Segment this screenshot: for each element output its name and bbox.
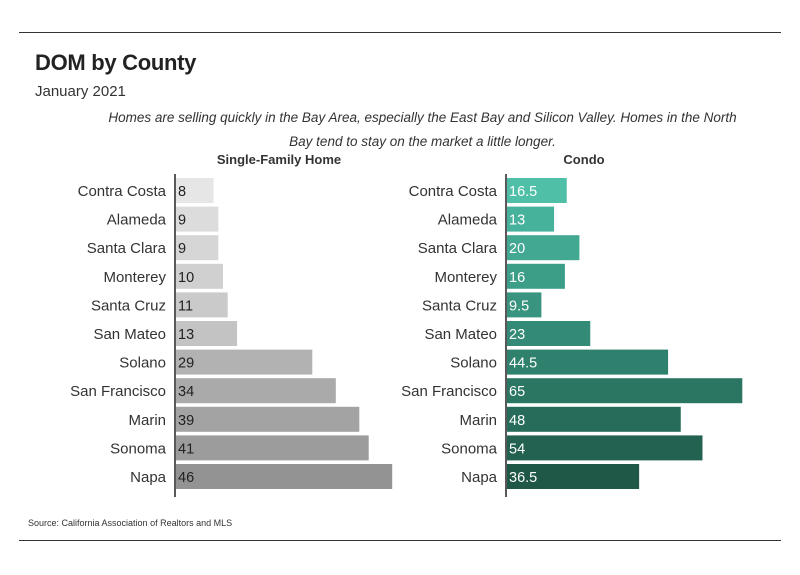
data-label: 10: [178, 270, 194, 286]
bar: [507, 406, 681, 432]
category-label: Monterey: [103, 269, 166, 286]
bar: [176, 349, 313, 375]
category-label: Monterey: [434, 269, 497, 286]
data-label: 20: [509, 241, 525, 257]
category-label: Sonoma: [441, 440, 498, 457]
data-label: 44.5: [509, 356, 537, 372]
bar: [176, 435, 369, 461]
data-label: 23: [509, 327, 525, 343]
bar: [176, 406, 360, 432]
data-label: 41: [178, 441, 194, 457]
category-label: San Francisco: [70, 383, 166, 400]
data-label: 16.5: [509, 184, 537, 200]
data-label: 48: [509, 413, 525, 429]
bar: [507, 178, 567, 203]
category-label: San Francisco: [401, 383, 497, 400]
category-label: San Mateo: [424, 326, 497, 343]
bar: [507, 292, 542, 318]
data-label: 9.5: [509, 298, 529, 314]
category-label: San Mateo: [93, 326, 166, 343]
data-label: 13: [178, 327, 194, 343]
bar: [176, 178, 214, 203]
data-label: 39: [178, 413, 194, 429]
panel-title: Single-Family Home: [217, 152, 341, 167]
data-label: 9: [178, 213, 186, 229]
data-label: 46: [178, 470, 194, 486]
bar: [507, 464, 640, 489]
data-label: 65: [509, 384, 525, 400]
data-label: 11: [178, 298, 193, 314]
category-label: Alameda: [107, 212, 167, 229]
data-label: 8: [178, 184, 186, 200]
data-label: 16: [509, 270, 525, 286]
bar: [176, 292, 228, 318]
bar: [176, 235, 219, 261]
data-label: 9: [178, 241, 186, 257]
category-label: Sonoma: [110, 440, 167, 457]
panel-title: Condo: [563, 152, 604, 167]
chart-title: DOM by County: [35, 50, 197, 75]
data-label: 36.5: [509, 470, 537, 486]
category-label: Santa Cruz: [422, 297, 497, 314]
category-label: Solano: [119, 355, 166, 372]
data-label: 13: [509, 213, 525, 229]
category-label: Solano: [450, 355, 497, 372]
bar: [507, 349, 669, 375]
bar: [176, 263, 223, 289]
bar: [507, 235, 580, 261]
category-label: Contra Costa: [78, 183, 167, 200]
bar: [176, 464, 393, 489]
chart-panel-condo: Condo Contra Costa 16.5 Alameda 13 Santa Clar…: [401, 152, 743, 497]
top-rule: [19, 32, 781, 33]
chart-subtitle: January 2021: [35, 83, 126, 100]
category-label: Santa Clara: [418, 240, 498, 257]
source-note: Source: California Association of Realto…: [28, 518, 233, 528]
data-label: 54: [509, 441, 525, 457]
bar: [507, 263, 565, 289]
category-label: Napa: [461, 469, 498, 486]
bar: [507, 321, 591, 346]
bar: [176, 321, 238, 346]
category-label: Alameda: [438, 212, 498, 229]
bar: [507, 378, 743, 404]
category-label: Santa Cruz: [91, 297, 166, 314]
bar: [507, 206, 555, 232]
category-label: Marin: [128, 412, 166, 429]
bar: [176, 206, 219, 232]
chart-description: Homes are selling quickly in the Bay Are…: [108, 110, 737, 149]
category-label: Napa: [130, 469, 167, 486]
category-label: Santa Clara: [87, 240, 167, 257]
bar: [176, 378, 336, 404]
bar: [507, 435, 703, 461]
data-label: 29: [178, 356, 194, 372]
category-label: Contra Costa: [409, 183, 498, 200]
category-label: Marin: [459, 412, 497, 429]
data-label: 34: [178, 384, 194, 400]
bottom-rule: [19, 540, 781, 541]
